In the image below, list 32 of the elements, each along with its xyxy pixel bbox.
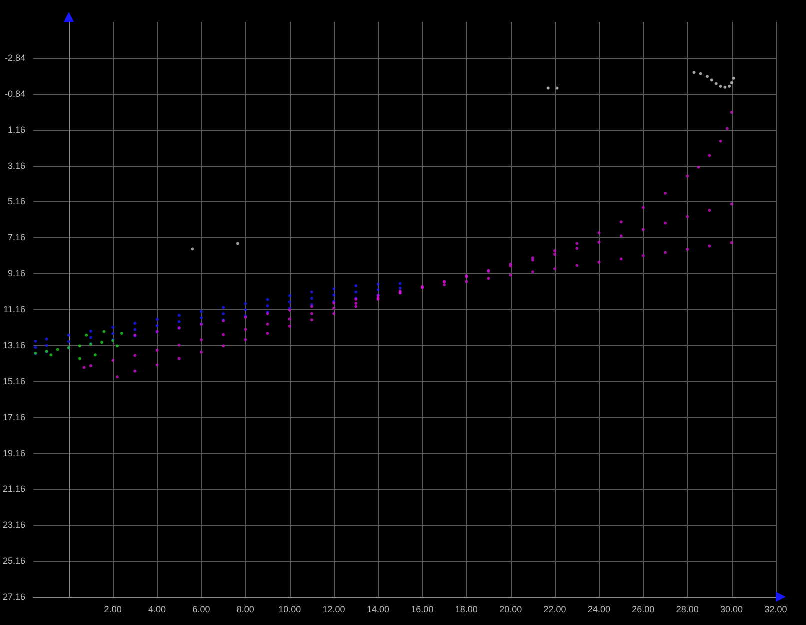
x-tick-label: 8.00 [236,604,254,614]
x-tick-label: 26.00 [632,604,655,614]
y-tick-label: 1.16 [8,124,26,135]
y-tick-label: 23.16 [2,520,26,530]
y-tick-label: 11.16 [4,304,26,314]
x-tick-label: 4.00 [148,604,166,614]
x-tick-label: 18.00 [455,604,478,614]
y-tick-label: -0.84 [5,88,26,99]
y-tick-label: 5.16 [8,196,26,207]
y-tick-label: 27.16 [2,592,26,602]
x-tick-label: 2.00 [104,604,122,614]
x-tick-label: 30.00 [720,604,744,614]
y-tick-label: 25.16 [2,556,26,566]
y-tick-label: 17.16 [2,412,26,422]
x-tick-label: 12.00 [322,604,346,614]
x-tick-label: 20.00 [500,604,522,614]
x-tick-label: 16.00 [411,604,434,614]
x-tick-label: 24.00 [588,604,610,614]
x-tick-label: 14.00 [366,604,390,614]
y-tick-label: 13.16 [2,340,26,350]
y-tick-label: 3.16 [8,160,26,171]
y-tick-label: 9.16 [8,268,26,279]
y-tick-label: 7.16 [8,232,26,243]
x-tick-label: 32.00 [764,604,788,614]
x-tick-label: 22.00 [544,604,566,614]
y-tick-label: 19.16 [2,448,26,458]
y-tick-label: 21.16 [2,484,26,494]
x-tick-label: 6.00 [192,604,210,614]
x-tick-label: 10.00 [278,604,302,614]
x-tick-label: 28.00 [676,604,699,614]
y-tick-label: -2.84 [5,52,26,63]
y-tick-label: 15.16 [2,376,26,386]
